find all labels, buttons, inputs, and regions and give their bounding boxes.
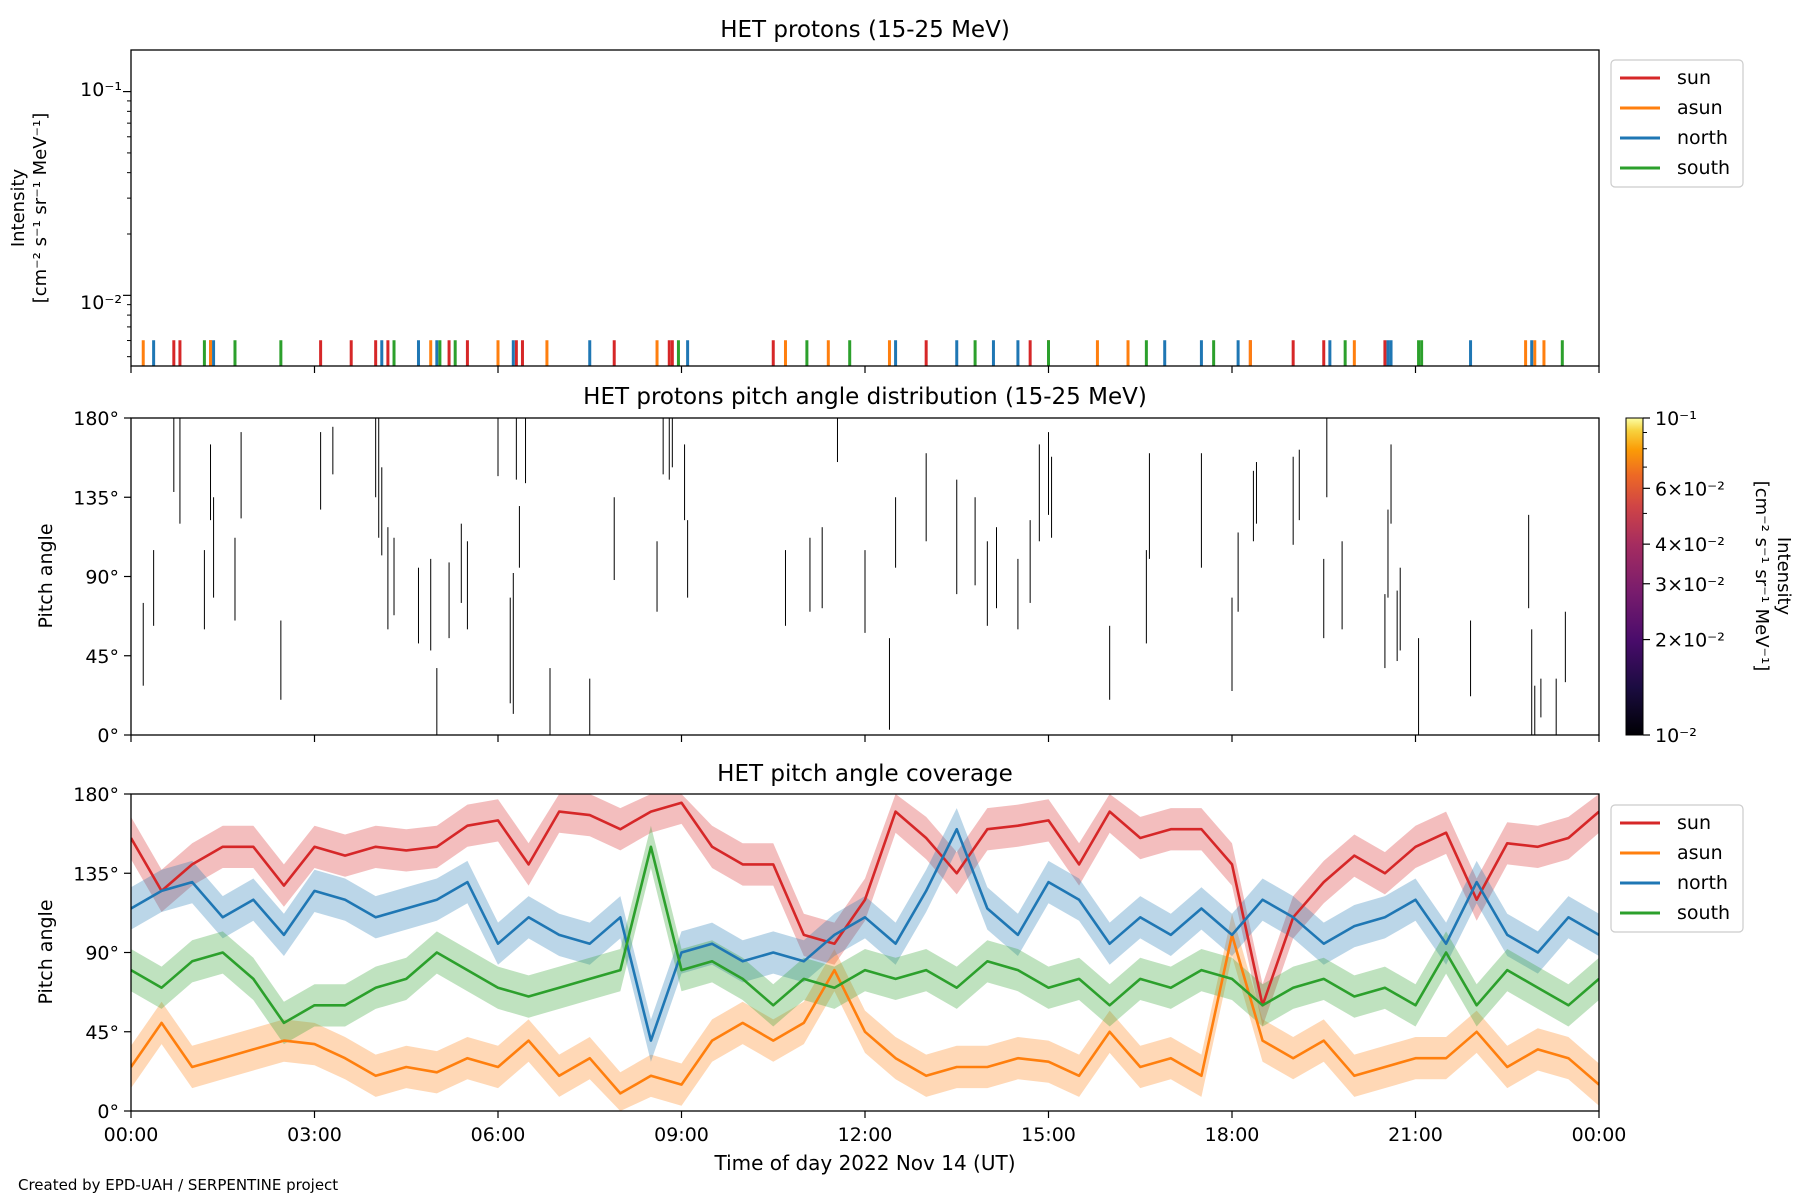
- panel1-axes: [123, 90, 1600, 373]
- colorbar-label: Intensity [cm⁻² s⁻¹ sr⁻¹ MeV⁻¹]: [1751, 481, 1794, 672]
- panel3-axes: 180° 135° 90° 45° 0°: [73, 784, 1600, 1123]
- coverage-band-south: [131, 825, 1599, 1045]
- panel1-ylabel-line1: Intensity: [8, 168, 29, 247]
- panel1-legend-box: [1610, 59, 1744, 188]
- panel3-lines: [131, 801, 1599, 1095]
- legend1-label-north: north: [1677, 127, 1728, 149]
- legend1-label-south: south: [1677, 157, 1730, 179]
- colorbar-tick-label: 4×10⁻²: [1655, 534, 1725, 556]
- panel1-frame: [130, 49, 1600, 367]
- x-tick-label: 21:00: [1388, 1124, 1443, 1146]
- x-tick-label: 09:00: [654, 1124, 709, 1146]
- panel3-title: HET pitch angle coverage: [717, 761, 1013, 787]
- credit-text: Created by EPD-UAH / SERPENTINE project: [18, 1176, 339, 1194]
- panel2-ytick-label: 135°: [73, 487, 119, 509]
- panel1-title: HET protons (15-25 MeV): [720, 17, 1010, 43]
- x-tick-label: 06:00: [471, 1124, 526, 1146]
- x-tick-labels: 00:00 03:00 06:00 09:00 12:00 15:00 18:00 21:00…: [104, 1124, 1627, 1146]
- panel3-legend-box: [1610, 804, 1744, 933]
- panel3-ytick-label: 45°: [85, 1022, 119, 1044]
- panel2-ytick-label: 180°: [73, 408, 119, 430]
- x-tick-label: 03:00: [287, 1124, 342, 1146]
- panel3-ylabel: Pitch angle: [35, 899, 57, 1004]
- legend3-label-south: south: [1677, 902, 1730, 924]
- panel3-bands: [131, 794, 1599, 1111]
- panel2-title: HET protons pitch angle distribution (15…: [583, 384, 1147, 410]
- panel3-ytick-label: 0°: [97, 1101, 119, 1123]
- legend3-label-asun: asun: [1677, 842, 1723, 864]
- colorbar-gradient: [1625, 417, 1644, 736]
- coverage-line-south: [131, 845, 1599, 1025]
- legend1-label-sun: sun: [1677, 67, 1711, 89]
- colorbar-tick-label: 2×10⁻²: [1655, 630, 1725, 652]
- coverage-band-sun: [131, 794, 1599, 1027]
- coverage-band-north: [131, 808, 1599, 1062]
- panel2-ytick-label: 0°: [97, 725, 119, 747]
- x-tick-label: 00:00: [1572, 1124, 1627, 1146]
- coverage-band-asun: [131, 913, 1599, 1111]
- panel3-legend: sun asun north south: [1610, 804, 1744, 933]
- panel2-colorbar: 10⁻¹ 6×10⁻² 4×10⁻² 3×10⁻² 2×10⁻² 10⁻² Intensi…: [1625, 408, 1794, 747]
- colorbar-ticks: 10⁻¹ 6×10⁻² 4×10⁻² 3×10⁻² 2×10⁻² 10⁻²: [1643, 408, 1725, 747]
- panel-pitch-angle-coverage: HET pitch angle coverage Pitch angle 180…: [35, 761, 1744, 1175]
- panel3-frame: [130, 793, 1600, 1112]
- x-axis-label: Time of day 2022 Nov 14 (UT): [714, 1151, 1016, 1175]
- panel2-ylabel: Pitch angle: [35, 523, 57, 628]
- coverage-line-north: [131, 827, 1599, 1042]
- panel1-event-marks: [141, 340, 1564, 366]
- panel3-ytick-label: 90°: [85, 943, 119, 965]
- x-tick-label: 00:00: [104, 1124, 159, 1146]
- coverage-line-sun: [131, 801, 1599, 1007]
- panel1-ylabel: Intensity [cm⁻² s⁻¹ sr⁻¹ MeV⁻¹]: [8, 113, 51, 304]
- panel2-axes: 180° 135° 90° 45° 0°: [73, 408, 1600, 747]
- x-tick-label: 18:00: [1205, 1124, 1260, 1146]
- colorbar-tick-label: 6×10⁻²: [1655, 478, 1725, 500]
- legend1-label-asun: asun: [1677, 97, 1723, 119]
- panel3-ytick-label: 135°: [73, 863, 119, 885]
- panel2-frame: [130, 417, 1600, 736]
- x-tick-label: 15:00: [1021, 1124, 1076, 1146]
- panel-pitch-angle-distribution: HET protons pitch angle distribution (15…: [35, 384, 1794, 747]
- panel2-segments: [142, 418, 1566, 735]
- panel1-ytick-label-1: 10⁻²: [80, 292, 122, 314]
- panel3-ytick-label: 180°: [73, 784, 119, 806]
- x-tick-label: 12:00: [838, 1124, 893, 1146]
- coverage-line-asun: [131, 933, 1599, 1095]
- panel1-ylabel-line2: [cm⁻² s⁻¹ sr⁻¹ MeV⁻¹]: [30, 113, 51, 304]
- panel-intensity: HET protons (15-25 MeV) Intensity [cm⁻² …: [8, 17, 1744, 373]
- panel1-ytick-label-0: 10⁻¹: [80, 79, 122, 101]
- legend3-label-north: north: [1677, 872, 1728, 894]
- colorbar-label-line2: [cm⁻² s⁻¹ sr⁻¹ MeV⁻¹]: [1751, 481, 1772, 672]
- colorbar-label-line1: Intensity: [1773, 537, 1794, 616]
- panel2-ytick-label: 45°: [85, 646, 119, 668]
- colorbar-tick-label: 10⁻²: [1655, 725, 1697, 747]
- colorbar-tick-label: 10⁻¹: [1655, 408, 1697, 430]
- panel1-legend: sun asun north south: [1610, 59, 1744, 188]
- panel2-ytick-label: 90°: [85, 567, 119, 589]
- colorbar-tick-label: 3×10⁻²: [1655, 574, 1725, 596]
- legend3-label-sun: sun: [1677, 812, 1711, 834]
